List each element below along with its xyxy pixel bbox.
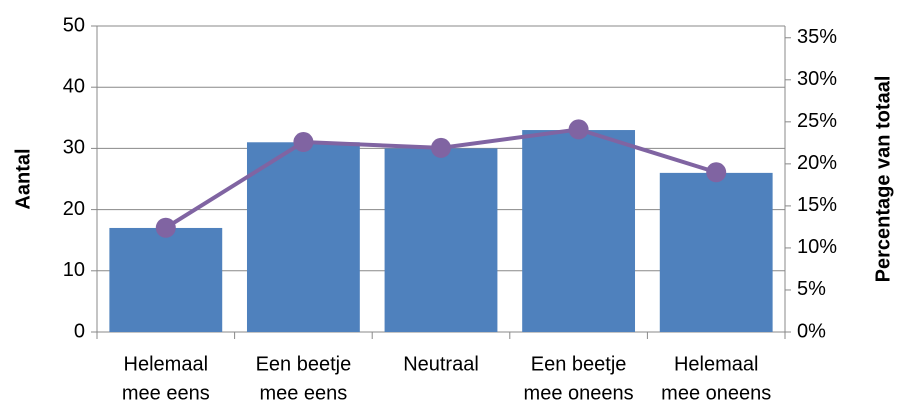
- line-marker: [293, 132, 314, 153]
- y2-tick-label: 0%: [797, 320, 826, 342]
- y2-tick-label: 30%: [797, 68, 837, 90]
- x-tick-label: Een beetje: [256, 353, 352, 375]
- y2-tick-label: 15%: [797, 194, 837, 216]
- y-tick-label: 0: [74, 320, 85, 342]
- y2-tick-label: 10%: [797, 236, 837, 258]
- y2-tick-label: 20%: [797, 152, 837, 174]
- x-tick-label: mee oneens: [524, 382, 634, 404]
- y2-axis-title: Percentage van totaal: [872, 76, 894, 283]
- x-tick-label: Neutraal: [403, 353, 479, 375]
- x-tick-label: Helemaal: [674, 353, 758, 375]
- y-tick-label: 20: [63, 198, 85, 220]
- x-tick-label: mee eens: [122, 382, 210, 404]
- line-marker: [706, 162, 727, 183]
- bar: [659, 172, 773, 332]
- line-marker: [568, 119, 589, 140]
- bar: [522, 130, 636, 332]
- bar: [109, 227, 223, 332]
- y-tick-label: 30: [63, 137, 85, 159]
- bar: [246, 142, 360, 332]
- line-marker: [431, 137, 451, 158]
- y-tick-label: 50: [63, 14, 85, 36]
- x-tick-label: mee oneens: [661, 382, 771, 404]
- line-marker: [155, 217, 176, 238]
- y-tick-label: 10: [63, 259, 85, 281]
- bar: [384, 148, 498, 332]
- y2-tick-label: 25%: [797, 110, 837, 132]
- x-tick-label: Een beetje: [531, 353, 627, 375]
- y-axis-title: Aantal: [12, 148, 34, 209]
- y-tick-label: 40: [63, 75, 85, 97]
- x-tick-label: mee eens: [259, 382, 347, 404]
- y2-tick-label: 5%: [797, 278, 826, 300]
- x-tick-label: Helemaal: [124, 353, 208, 375]
- y2-tick-label: 35%: [797, 26, 837, 48]
